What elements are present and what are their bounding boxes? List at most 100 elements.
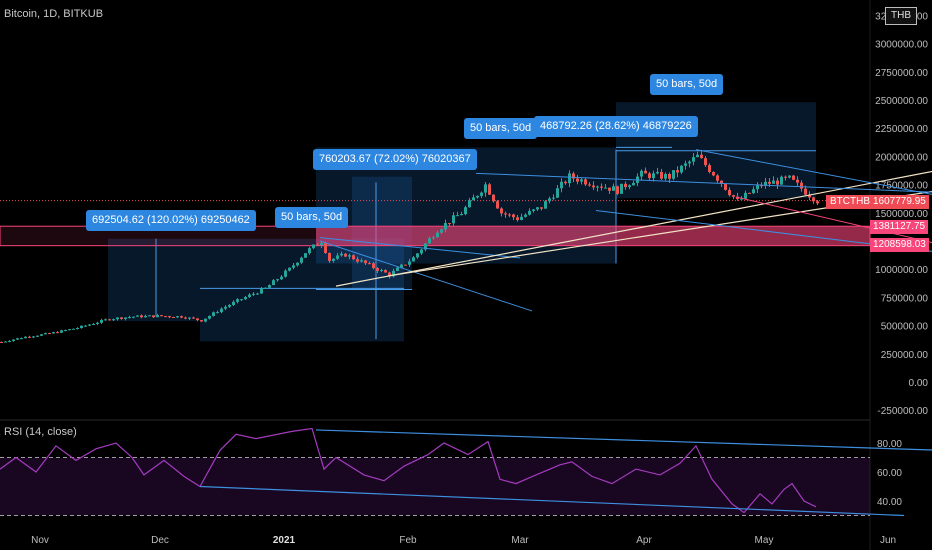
candle-body xyxy=(44,333,47,335)
candle-body xyxy=(736,196,739,200)
candle-body xyxy=(400,264,403,268)
candle-body xyxy=(600,186,603,188)
candle-body xyxy=(252,293,255,295)
candle-body xyxy=(256,293,259,295)
measure-label-1[interactable]: 692504.62 (120.02%) 69250462 xyxy=(86,210,256,231)
measure-label-3[interactable]: 468792.26 (28.62%) 46879226 xyxy=(534,116,698,137)
candle-body xyxy=(264,287,267,289)
candle-body xyxy=(52,332,55,334)
rsi-line xyxy=(0,427,817,514)
zone-bottom-label: 1208598.03 xyxy=(870,238,929,252)
candle-body xyxy=(152,315,155,318)
measure-label-2[interactable]: 760203.67 (72.02%) 76020367 xyxy=(313,149,477,170)
candle-body xyxy=(16,338,19,340)
candle-body xyxy=(712,172,715,176)
y-tick-label: 500000.00 xyxy=(881,322,929,333)
candle-body xyxy=(280,276,283,280)
candle-body xyxy=(748,192,751,194)
x-tick-label: Apr xyxy=(636,535,652,546)
trendline-falling-2 xyxy=(695,149,932,195)
trendline-channel-lower xyxy=(319,240,533,312)
candle-body xyxy=(788,175,791,178)
candle-body xyxy=(640,170,643,177)
rsi-trendline-top xyxy=(315,429,932,451)
candle-body xyxy=(96,322,99,324)
candle-body xyxy=(428,238,431,244)
candle-body xyxy=(480,192,483,196)
candle-body xyxy=(384,270,387,273)
candle-body xyxy=(752,189,755,194)
candles xyxy=(0,149,819,343)
candle-body xyxy=(188,317,191,319)
candle-body xyxy=(700,154,703,159)
currency-button[interactable]: THB xyxy=(885,7,917,25)
y-tick-label: 750000.00 xyxy=(881,293,929,304)
y-tick-label: 3000000.00 xyxy=(875,40,928,51)
candle-body xyxy=(500,208,503,214)
candle-body xyxy=(692,157,695,162)
y-tick-label: 1750000.00 xyxy=(875,181,928,192)
candle-body xyxy=(88,324,91,326)
candle-body xyxy=(632,182,635,186)
candle-body xyxy=(444,223,447,230)
candle-body xyxy=(744,192,747,199)
bars-label-1[interactable]: 50 bars, 50d xyxy=(275,207,349,228)
candle-body xyxy=(112,319,115,321)
candle-body xyxy=(620,183,623,194)
candle-body xyxy=(260,288,263,294)
x-tick-label: Jun xyxy=(880,535,896,546)
candle-body xyxy=(244,297,247,300)
candle-body xyxy=(156,315,159,318)
candle-body xyxy=(272,280,275,286)
candle-body xyxy=(416,253,419,258)
rsi-indicator-title[interactable]: RSI (14, close) xyxy=(4,426,77,438)
candle-body xyxy=(200,320,203,322)
candle-body xyxy=(12,339,15,341)
y-tick-label: -250000.00 xyxy=(877,406,928,417)
candle-body xyxy=(172,316,175,318)
candle-body xyxy=(468,200,471,208)
candle-body xyxy=(104,319,107,321)
rsi-tick-label: 80.00 xyxy=(877,439,902,450)
candle-body xyxy=(84,325,87,327)
candle-body xyxy=(76,328,79,330)
y-tick-label: 1000000.00 xyxy=(875,265,928,276)
rsi-trendline-bottom xyxy=(199,485,905,517)
rsi-tick-label: 60.00 xyxy=(877,468,902,479)
candle-body xyxy=(708,165,711,173)
candle-body xyxy=(812,197,815,202)
candle-body xyxy=(4,341,7,343)
x-tick-label: Nov xyxy=(31,535,49,546)
candle-body xyxy=(28,336,31,338)
candle-body xyxy=(48,333,51,335)
candle-body xyxy=(756,185,759,190)
candle-body xyxy=(212,312,215,316)
candle-body xyxy=(680,165,683,173)
candle-body xyxy=(648,173,651,179)
candle-body xyxy=(232,301,235,305)
trendline-channel-mid xyxy=(319,237,521,259)
candle-body xyxy=(296,262,299,266)
candle-body xyxy=(524,214,527,217)
candle-body xyxy=(764,181,767,186)
candle-body xyxy=(780,176,783,185)
candle-body xyxy=(8,340,11,342)
candle-body xyxy=(180,316,183,318)
rsi-tick-label: 40.00 xyxy=(877,497,902,508)
candle-body xyxy=(724,183,727,190)
bars-label-2[interactable]: 50 bars, 50d xyxy=(464,118,538,139)
zone-top-label: 1381127.75 xyxy=(870,220,929,234)
x-tick-label: May xyxy=(755,535,774,546)
candle-body xyxy=(276,279,279,281)
trendline-rising-1 xyxy=(335,170,932,287)
candle-body xyxy=(100,319,103,323)
bars-label-3[interactable]: 50 bars, 50d xyxy=(650,74,724,95)
measure-box xyxy=(200,238,404,342)
candle-body xyxy=(672,170,675,179)
candle-body xyxy=(68,329,71,331)
candle-body xyxy=(592,185,595,188)
candle-body xyxy=(496,201,499,209)
candle-body xyxy=(328,253,331,261)
candle-body xyxy=(580,179,583,182)
